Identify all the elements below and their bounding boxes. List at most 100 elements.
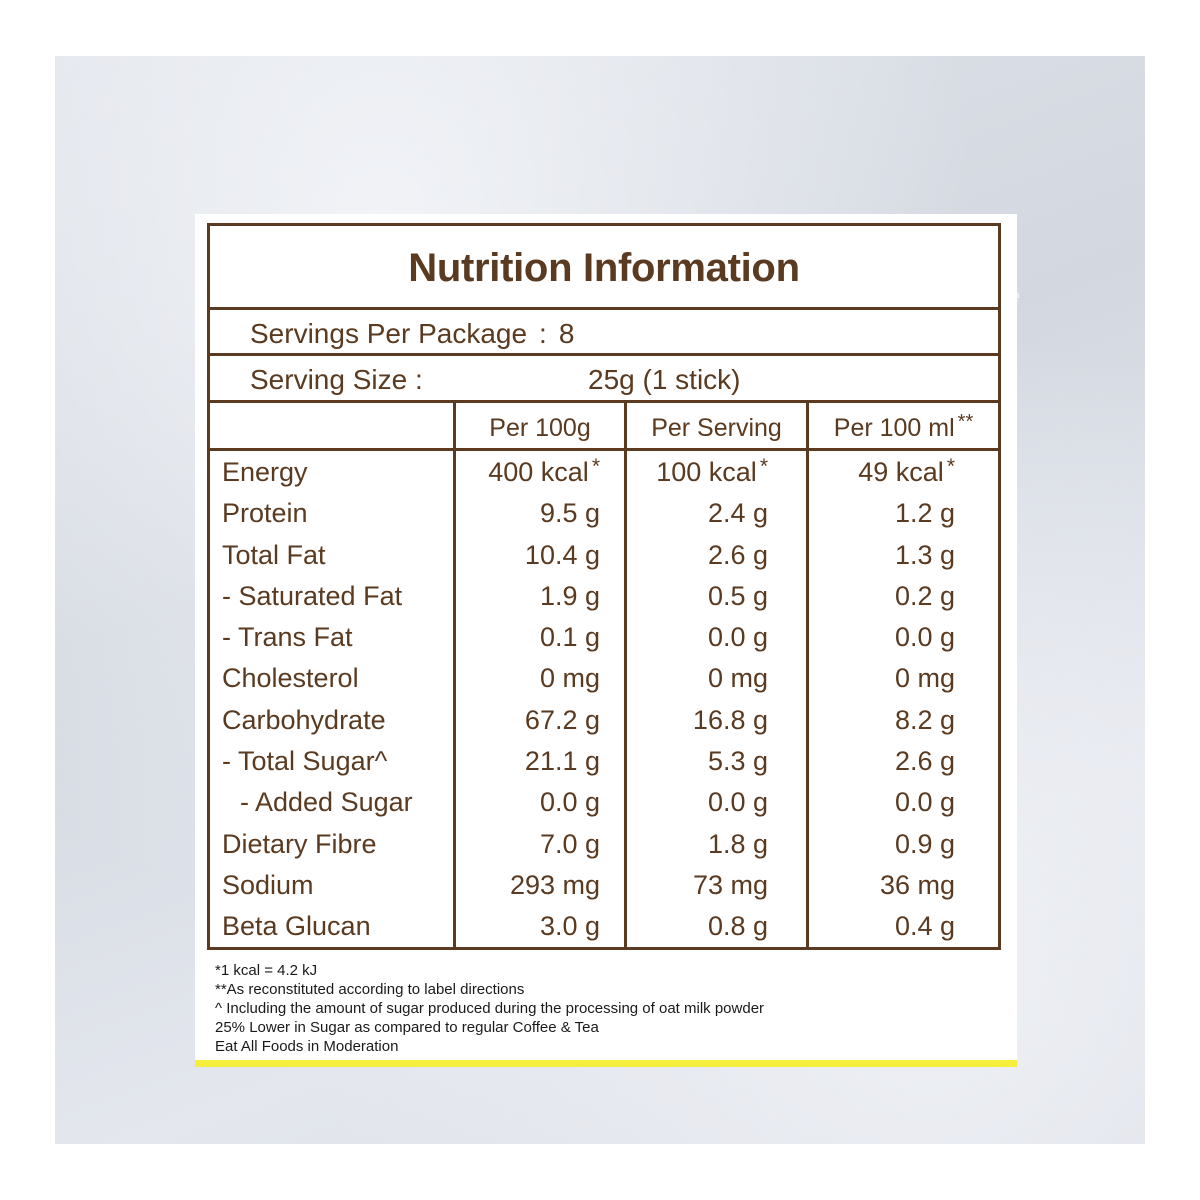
column-divider-1 — [453, 400, 456, 950]
nutrient-value: 0 mg — [810, 658, 955, 699]
nutrient-name: Energy — [222, 457, 308, 487]
column-header-per-100ml: Per 100 ml ** — [833, 410, 974, 442]
nutrient-value-text: 0.0 g — [707, 787, 768, 818]
nutrient-row: Sodium 293 mg 73 mg 36 mg — [210, 865, 998, 906]
nutrient-row: - Saturated Fat 1.9 g 0.5 g 0.2 g — [210, 576, 998, 617]
servings-per-package-label: Servings Per Package — [250, 317, 528, 349]
nutrient-name: Sodium — [222, 869, 314, 900]
nutrient-value: 0.0 g — [810, 617, 955, 658]
nutrient-value-text: 0.5 g — [707, 580, 768, 611]
nutrient-name: Cholesterol — [222, 663, 359, 694]
nutrient-value: 2.6 g — [810, 741, 955, 782]
nutrient-row: - Added Sugar 0.0 g 0.0 g 0.0 g — [210, 782, 998, 823]
nutrient-row: Protein 9.5 g 2.4 g 1.2 g — [210, 493, 998, 534]
nutrient-value: 36 mg — [810, 865, 955, 906]
nutrient-row: Carbohydrate 67.2 g 16.8 g 8.2 g — [210, 700, 998, 741]
nutrient-value: 1.3 g — [810, 535, 955, 576]
nutrient-value-text: 2.6 g — [894, 746, 955, 777]
nutrient-name: Total Fat — [222, 539, 326, 570]
nutrient-value: 0.4 g — [810, 906, 955, 947]
column-divider-3 — [806, 400, 809, 950]
nutrient-row: Energy 400 kcal * 100 kcal * 49 kcal * — [210, 452, 998, 493]
nutrient-name: - Added Sugar — [240, 787, 413, 818]
nutrient-value-text: 5.3 g — [707, 746, 768, 777]
nutrient-value: 0.8 g — [628, 906, 768, 947]
nutrient-value-text: 0.1 g — [539, 622, 600, 653]
footnote-reconstituted: **As reconstituted according to label di… — [215, 981, 525, 998]
nutrient-value-text: 0.0 g — [707, 622, 768, 653]
energy-mark: * — [591, 454, 600, 478]
energy-mark: * — [759, 454, 768, 478]
nutrient-value: 0.1 g — [456, 617, 600, 658]
servings-per-package: Servings Per Package : 8 — [250, 312, 574, 355]
footnote-moderation: Eat All Foods in Moderation — [215, 1038, 399, 1055]
nutrient-value-text: 8.2 g — [894, 704, 955, 735]
nutrient-value-text: 0.4 g — [894, 911, 955, 942]
nutrient-row: Dietary Fibre 7.0 g 1.8 g 0.9 g — [210, 824, 998, 865]
nutrient-value-text: 1.8 g — [707, 828, 768, 859]
nutrient-value: 67.2 g — [456, 700, 600, 741]
nutrition-table: Nutrition Information Servings Per Packa… — [207, 223, 1001, 950]
nutrient-value: 0.2 g — [810, 576, 955, 617]
nutrient-value: 0.0 g — [456, 782, 600, 823]
nutrient-value-text: 0.2 g — [894, 580, 955, 611]
nutrient-name: - Saturated Fat — [222, 580, 403, 611]
nutrient-value: 1.9 g — [456, 576, 600, 617]
nutrient-value-text: 100 kcal — [656, 457, 757, 487]
nutrient-value-text: 400 kcal — [488, 457, 589, 487]
watermark-line-2: Group — [943, 307, 1007, 330]
nutrient-row: - Trans Fat 0.1 g 0.0 g 0.0 g — [210, 617, 998, 658]
watermark-line-1: FairPrice — [930, 285, 1020, 308]
divider-title — [210, 307, 998, 310]
nutrient-value: 0.0 g — [628, 782, 768, 823]
divider-serving-size — [210, 400, 998, 403]
nutrient-value-text: 0 mg — [539, 663, 600, 694]
nutrient-value-text: 0.9 g — [894, 828, 955, 859]
nutrient-value: 400 kcal * — [456, 452, 600, 493]
nutrient-name: Beta Glucan — [222, 911, 371, 942]
nutrient-value-text: 0.8 g — [707, 911, 768, 942]
footnote-kcal: *1 kcal = 4.2 kJ — [215, 962, 318, 979]
nutrient-value: 0 mg — [456, 658, 600, 699]
nutrient-row: Cholesterol 0 mg 0 mg 0 mg — [210, 658, 998, 699]
nutrient-value-text: 9.5 g — [539, 498, 600, 529]
serving-size-label: Serving Size : — [250, 364, 423, 395]
nutrient-value: 73 mg — [628, 865, 768, 906]
nutrient-value-text: 73 mg — [692, 869, 768, 900]
nutrient-value-text: 49 kcal — [858, 457, 944, 487]
divider-servings — [210, 353, 998, 356]
nutrient-value: 0.9 g — [810, 824, 955, 865]
footnotes: *1 kcal = 4.2 kJ **As reconstituted acco… — [215, 961, 1005, 1056]
column-divider-2 — [624, 400, 627, 950]
nutrient-value-text: 0 mg — [707, 663, 768, 694]
nutrient-value: 0.0 g — [628, 617, 768, 658]
nutrient-name: Dietary Fibre — [222, 828, 377, 859]
nutrient-value-text: 2.6 g — [707, 539, 768, 570]
nutrient-value: 7.0 g — [456, 824, 600, 865]
footnote-lower-sugar: 25% Lower in Sugar as compared to regula… — [215, 1019, 599, 1036]
nutrient-value: 3.0 g — [456, 906, 600, 947]
nutrient-value: 293 mg — [456, 865, 600, 906]
nutrient-value: 100 kcal * — [628, 452, 768, 493]
nutrient-value: 1.8 g — [628, 824, 768, 865]
nutrient-value-text: 0.0 g — [539, 787, 600, 818]
nutrient-value: 5.3 g — [628, 741, 768, 782]
nutrient-value: 1.2 g — [810, 493, 955, 534]
nutrient-value-text: 67.2 g — [524, 704, 600, 735]
nutrient-value-text: 0.0 g — [894, 787, 955, 818]
nutrient-value-text: 7.0 g — [539, 828, 600, 859]
nutrient-value: 10.4 g — [456, 535, 600, 576]
column-header-per-100g: Per 100g — [489, 413, 591, 442]
label-card — [195, 214, 1017, 1067]
servings-per-package-value: 8 — [558, 317, 575, 349]
nutrient-value: 0.5 g — [628, 576, 768, 617]
nutrient-value: 9.5 g — [456, 493, 600, 534]
nutrient-value-text: 293 mg — [509, 869, 600, 900]
divider-column-headers — [210, 448, 998, 451]
nutrient-value-text: 3.0 g — [539, 911, 600, 942]
nutrient-value-text: 1.9 g — [539, 580, 600, 611]
nutrient-rows: Energy 400 kcal * 100 kcal * 49 kcal * Protein 9… — [210, 452, 998, 948]
serving-size-value: 25g (1 stick) — [588, 364, 741, 395]
nutrient-value-text: 0 mg — [894, 663, 955, 694]
nutrient-value-text: 1.3 g — [894, 539, 955, 570]
